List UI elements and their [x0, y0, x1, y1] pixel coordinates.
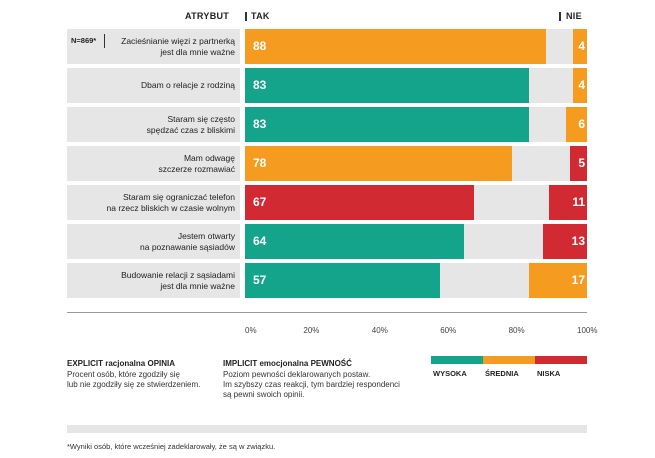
bar-yes [245, 29, 546, 64]
bar-no [569, 146, 587, 181]
category-label-box: Staram się ograniczać telefon na rzecz b… [67, 185, 240, 220]
value-label-no: 17 [571, 273, 585, 287]
category-label-box: Mam odwagę szczerze rozmawiać [67, 146, 240, 181]
bar-yes [245, 146, 512, 181]
bar-no [566, 107, 587, 142]
header-no-marker [559, 12, 561, 21]
axis-baseline [67, 312, 587, 313]
x-tick-label: 0% [245, 326, 257, 335]
header-yes: TAK [251, 11, 270, 21]
category-label: Jestem otwarty na poznawanie sąsiadów [140, 230, 235, 252]
category-label: Staram się często spędzać czas z bliskim… [146, 113, 235, 135]
category-label: Mam odwagę szczerze rozmawiać [158, 152, 235, 174]
x-tick-label: 100% [577, 326, 598, 335]
bottom-divider [67, 425, 587, 433]
x-tick-label: 80% [508, 326, 525, 335]
legend-swatch-wysoka [431, 356, 483, 364]
legend-implicit-title: IMPLICIT emocjonalna PEWNOŚĆ [223, 359, 352, 368]
category-label-box: Jestem otwarty na poznawanie sąsiadów [67, 224, 240, 259]
bar-yes [245, 263, 440, 298]
value-label-yes: 88 [253, 39, 267, 53]
x-tick-label: 20% [303, 326, 320, 335]
bar-yes [245, 107, 529, 142]
x-tick-label: 60% [440, 326, 457, 335]
value-label-no: 6 [578, 117, 585, 131]
value-label-no: 4 [578, 78, 585, 92]
legend-swatch-srednia [483, 356, 535, 364]
legend-explicit-title: EXPLICIT racjonalna OPINIA [67, 359, 176, 368]
category-label: Staram się ograniczać telefon na rzecz b… [106, 191, 235, 213]
sample-size-separator [104, 34, 105, 48]
header-no: NIE [566, 11, 582, 21]
value-label-yes: 64 [253, 234, 267, 248]
bar-yes [245, 68, 529, 103]
legend-implicit-text: Poziom pewności deklarowanych postaw. Im… [223, 370, 400, 399]
value-label-yes: 83 [253, 117, 267, 131]
value-label-yes: 78 [253, 156, 267, 170]
legend-label-niska: NISKA [537, 369, 561, 378]
legend-swatch-niska [535, 356, 587, 364]
category-label: Budowanie relacji z sąsiadami jest dla m… [121, 269, 235, 291]
bar-no [549, 185, 587, 220]
category-label: Zacieśnianie więzi z partnerką jest dla … [121, 35, 235, 57]
category-label-box: Dbam o relacje z rodziną [67, 68, 240, 103]
header-attribute: ATRYBUT [185, 11, 230, 21]
legend-explicit-text: Procent osób, które zgodziły się lub nie… [67, 370, 201, 389]
value-label-no: 5 [578, 156, 585, 170]
category-label: Dbam o relacje z rodziną [140, 80, 235, 90]
value-label-yes: 67 [253, 195, 267, 209]
category-label-box: Zacieśnianie więzi z partnerką jest dla … [67, 29, 240, 64]
footnote: *Wyniki osób, które wcześniej zadeklarow… [67, 442, 276, 451]
value-label-no: 4 [578, 39, 585, 53]
category-label-box: Staram się często spędzać czas z bliskim… [67, 107, 240, 142]
bar-no [528, 263, 587, 298]
bar-no [573, 29, 587, 64]
value-label-yes: 57 [253, 273, 267, 287]
sample-size-note: N=869* [71, 36, 97, 45]
value-label-yes: 83 [253, 78, 267, 92]
bar-yes [245, 185, 475, 220]
x-tick-label: 40% [371, 326, 388, 335]
bar-no [573, 68, 587, 103]
header-yes-marker [245, 12, 247, 21]
bar-no [542, 224, 587, 259]
category-label-box: Budowanie relacji z sąsiadami jest dla m… [67, 263, 240, 298]
legend-label-srednia: ŚREDNIA [485, 369, 519, 378]
value-label-no: 13 [571, 234, 585, 248]
legend-label-wysoka: WYSOKA [433, 369, 467, 378]
bar-yes [245, 224, 464, 259]
value-label-no: 11 [572, 195, 585, 209]
